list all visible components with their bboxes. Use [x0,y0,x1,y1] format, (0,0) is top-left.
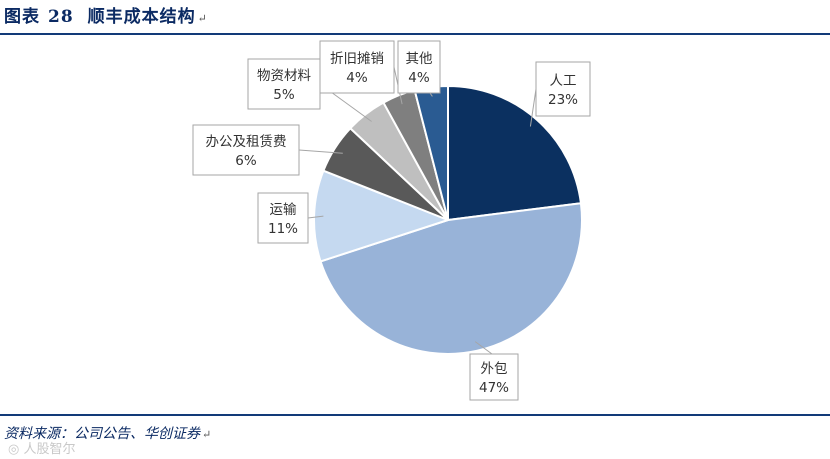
slice-value-label-1: 23% [548,92,578,108]
slice-label-7: 其他 [406,51,433,67]
leader-line-7 [429,92,433,97]
leader-line-4 [298,149,343,154]
pie-chart: 人工 23% 外包 47% 运输 11% 办公及租赁费 6% 物资材料 5% 折旧摊销 4% 其他 4% [192,40,591,401]
slice-value-label-2: 47% [479,380,509,396]
source-text: 资料来源：公司公告、华创证券 [4,426,200,442]
pie-slice-1 [447,84,583,222]
slice-label-2: 外包 [481,361,508,377]
slice-label-3: 运输 [270,202,297,218]
label-box-7 [397,40,441,94]
pie-slices [313,84,583,355]
slice-value-label-4: 6% [235,153,257,169]
figure-number: 28 [48,7,74,27]
source-note: 资料来源：公司公告、华创证券 ↵ [4,423,211,443]
slice-label-4: 办公及租赁费 [206,134,287,150]
slice-labels: 人工 23% 外包 47% 运输 11% 办公及租赁费 6% 物资材料 5% 折旧摊销 4% 其他 4% [192,40,591,401]
slice-label-1: 人工 [550,73,577,89]
label-box-2 [469,353,519,401]
watermark-logo-icon: ◎ [8,442,24,457]
paragraph-mark-icon: ↵ [202,428,212,441]
paragraph-mark-icon: ↵ [197,12,208,25]
label-box-1 [535,61,591,117]
leader-line-1 [529,88,537,127]
slice-label-6: 折旧摊销 [330,51,384,67]
watermark: ◎ 人股智尔 [8,438,76,457]
figure-title: 图表 28 顺丰成本结构 ↵ [4,4,208,30]
bottom-rule [0,414,830,416]
label-box-4 [192,124,300,176]
figure-prefix: 图表 [4,7,40,27]
figure-caption: 顺丰成本结构 [87,7,196,27]
slice-value-label-3: 11% [268,221,298,237]
slice-value-label-5: 5% [273,87,295,103]
watermark-text: 人股智尔 [23,442,76,457]
leader-line-3 [307,215,324,219]
top-rule [0,33,830,35]
label-box-6 [319,40,395,94]
slice-value-label-6: 4% [346,70,368,86]
slice-label-5: 物资材料 [257,68,311,84]
pie-slice-3 [313,169,451,263]
label-box-3 [257,192,309,244]
label-box-5 [247,58,321,110]
slice-value-label-7: 4% [408,70,430,86]
leader-line-2 [474,341,493,355]
